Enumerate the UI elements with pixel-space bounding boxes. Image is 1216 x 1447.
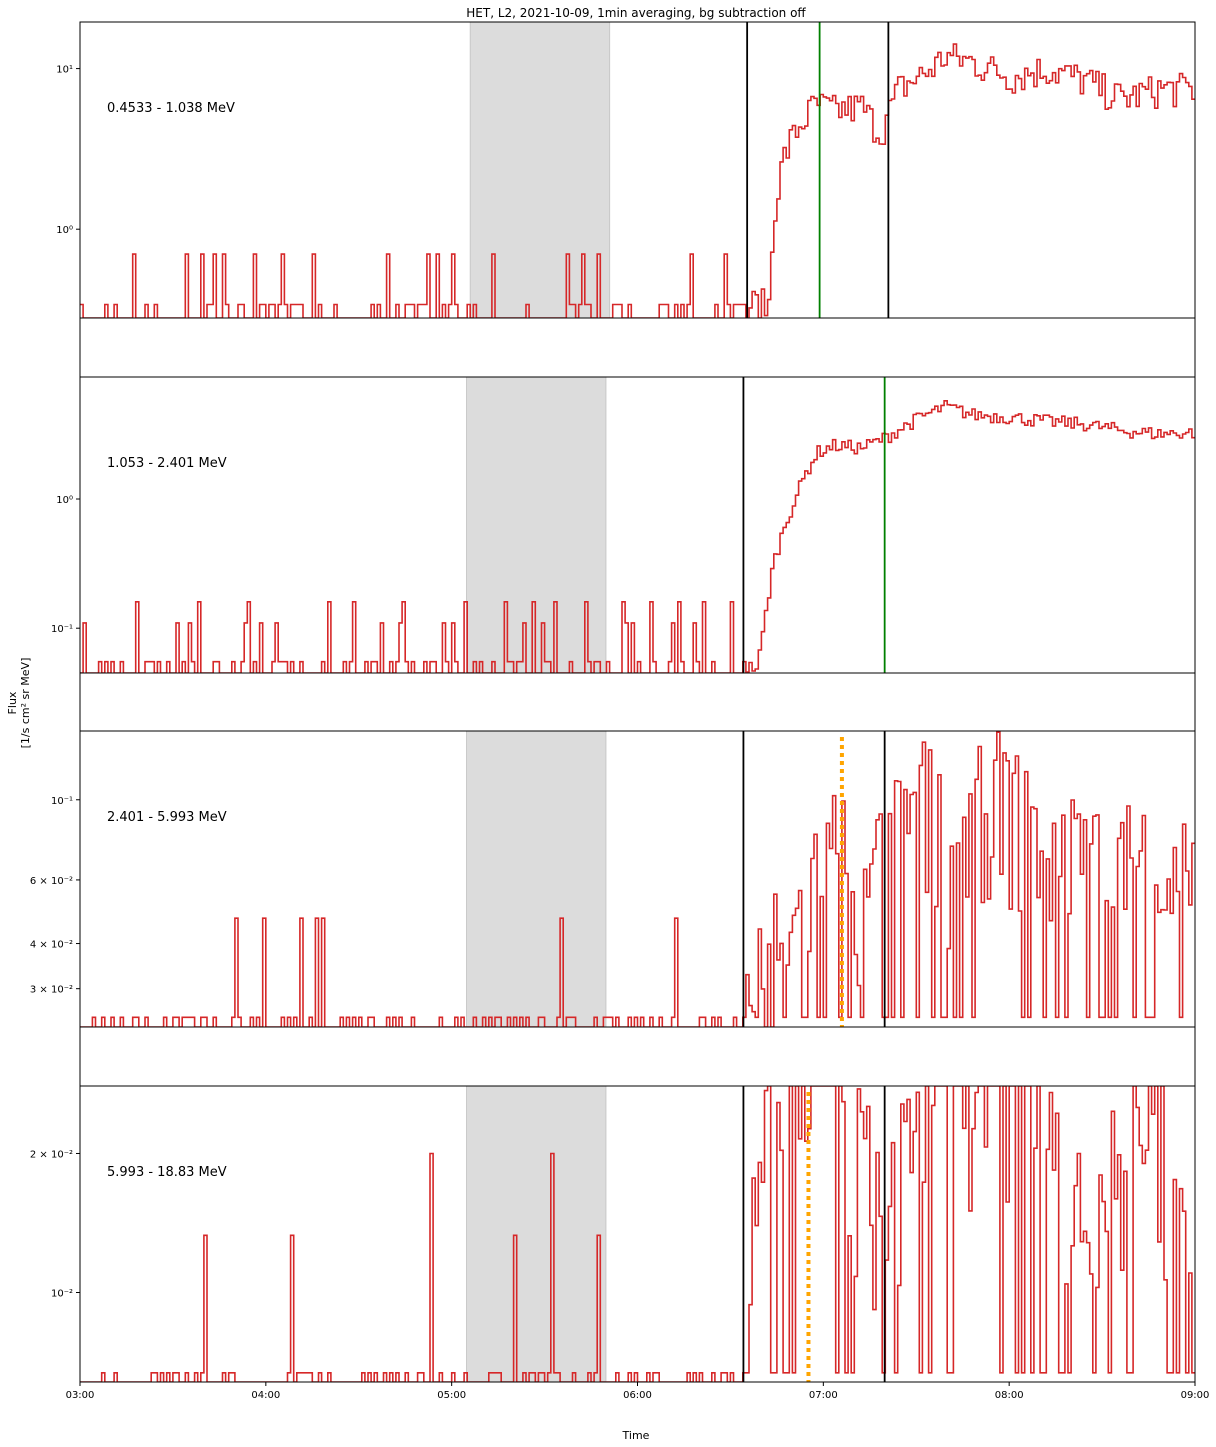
flux-series [80,731,1195,1027]
panel-gap [79,672,1196,732]
x-tick-label: 06:00 [623,1390,652,1401]
shaded-interval [466,730,607,1028]
panel-gap [79,1026,1196,1087]
y-tick-label: 10¹ [56,65,73,76]
flux-series [80,43,1195,318]
y-tick-label: 4 × 10⁻² [30,940,73,951]
y-tick-label: 3 × 10⁻² [30,985,73,996]
y-axis-label-line2: [1/s cm² sr MeV] [19,658,32,749]
channel-label: 5.993 - 18.83 MeV [107,1165,227,1180]
axes-frame [79,21,1196,319]
y-axis-label-line1: Flux [6,691,19,714]
channel-label: 0.4533 - 1.038 MeV [107,101,235,116]
y-tick-label: 2 × 10⁻² [30,1149,73,1160]
x-tick-label: 03:00 [66,1390,95,1401]
flux-series [80,400,1195,673]
shaded-interval [466,1085,607,1383]
panels: 10⁰ 10¹ 0.4533 - 1.038 MeV 10⁻¹ 10⁰ 1.053 - 2… [30,21,1196,1383]
y-tick-label: 10⁻² [51,1288,73,1299]
channel-label: 1.053 - 2.401 MeV [107,456,227,471]
y-tick-label: 10⁰ [56,225,73,236]
shaded-interval [469,21,611,319]
y-tick-label: 10⁻¹ [51,796,73,807]
x-tick-label: 07:00 [809,1390,838,1401]
chart-title: HET, L2, 2021-10-09, 1min averaging, bg … [466,6,806,20]
y-tick-label: 10⁻¹ [51,624,73,635]
panel-4: 10⁻² 2 × 10⁻² 5.993 - 18.83 MeV [30,1085,1196,1383]
panel-gap [79,317,1196,378]
shaded-interval [466,376,607,674]
x-axis: 03:00 04:00 05:00 06:00 07:00 08:00 09:00 [66,1382,1210,1401]
y-axis-label: Flux [1/s cm² sr MeV] [6,658,32,749]
x-axis-label: Time [622,1429,650,1442]
x-tick-label: 08:00 [995,1390,1024,1401]
x-tick-label: 09:00 [1181,1390,1210,1401]
channel-label: 2.401 - 5.993 MeV [107,810,227,825]
panel-1: 10⁰ 10¹ 0.4533 - 1.038 MeV [56,21,1196,378]
panel-2: 10⁻¹ 10⁰ 1.053 - 2.401 MeV [51,376,1196,732]
x-tick-label: 05:00 [437,1390,466,1401]
y-tick-label: 6 × 10⁻² [30,876,73,887]
axes-frame [79,1085,1196,1383]
flux-series [80,1086,1195,1382]
panel-3: 10⁻¹ 6 × 10⁻² 4 × 10⁻² 3 × 10⁻² 2.401 - 5.99… [30,730,1196,1087]
x-tick-label: 04:00 [251,1390,280,1401]
y-tick-label: 10⁰ [56,495,73,506]
